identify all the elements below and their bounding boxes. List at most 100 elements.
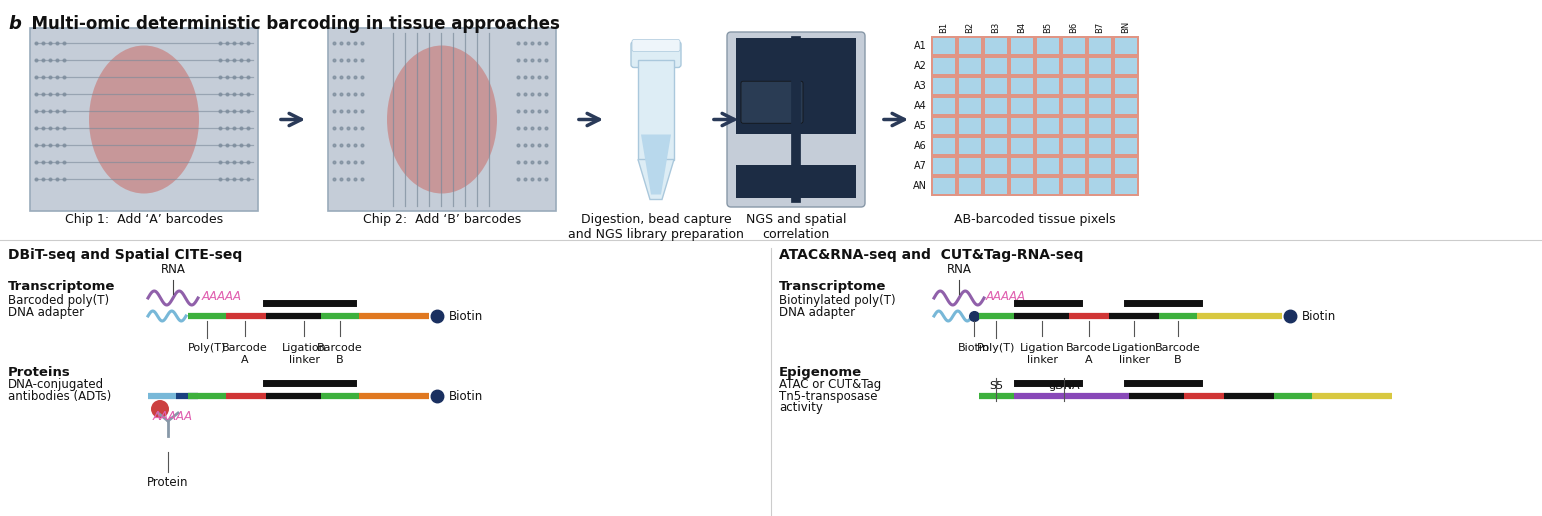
Text: Biotinylated poly(T): Biotinylated poly(T) [779,294,896,307]
Text: Transcriptome: Transcriptome [8,280,116,293]
Bar [1038,158,1059,174]
Bar [736,165,856,198]
Text: B7: B7 [1095,22,1104,33]
Text: B1: B1 [939,22,948,33]
Text: Ligation
linker: Ligation linker [1019,343,1064,365]
Bar [1012,78,1033,94]
Bar [959,58,981,74]
Text: Poly(T): Poly(T) [188,343,227,353]
Text: BN: BN [1121,21,1130,33]
Bar [1012,98,1033,114]
Bar [1115,98,1136,114]
Bar [1038,98,1059,114]
Bar [1089,78,1110,94]
Text: Biotin: Biotin [958,343,990,353]
Text: DNA adapter: DNA adapter [8,306,85,319]
Text: antibodies (ADTs): antibodies (ADTs) [8,390,111,403]
Bar [1089,118,1110,134]
Bar [959,178,981,194]
Bar [1089,98,1110,114]
Bar [1115,118,1136,134]
Text: Barcode
A: Barcode A [222,343,268,365]
Text: A7: A7 [914,161,927,171]
Bar [1089,178,1110,194]
FancyBboxPatch shape [726,32,865,207]
Text: Multi-omic deterministic barcoding in tissue approaches: Multi-omic deterministic barcoding in ti… [20,15,560,33]
Polygon shape [641,135,671,195]
Bar [985,78,1007,94]
Text: gDNA: gDNA [1049,381,1079,391]
Bar [933,58,954,74]
Bar [985,158,1007,174]
Bar [1012,158,1033,174]
Bar [985,178,1007,194]
Text: Barcode
B: Barcode B [318,343,362,365]
Text: B2: B2 [965,22,975,33]
Bar [1089,158,1110,174]
Text: Ligation
linker: Ligation linker [282,343,327,365]
Text: Biotin: Biotin [1301,310,1337,322]
Text: DNA adapter: DNA adapter [779,306,856,319]
Bar [1115,158,1136,174]
Text: AAAAA: AAAAA [202,289,242,302]
Bar [638,59,674,159]
Bar [1012,58,1033,74]
Text: Protein: Protein [146,476,188,489]
Text: A3: A3 [914,81,927,91]
Bar [985,98,1007,114]
Bar [1062,178,1086,194]
Text: A1: A1 [914,41,927,51]
Text: AB-barcoded tissue pixels: AB-barcoded tissue pixels [954,213,1116,226]
Bar [933,178,954,194]
Bar [933,38,954,54]
Text: Digestion, bead capture
and NGS library preparation: Digestion, bead capture and NGS library … [567,213,743,241]
Bar [1038,58,1059,74]
Bar [931,36,1140,196]
Bar [933,138,954,154]
Text: B5: B5 [1044,22,1053,33]
Text: Barcode
B: Barcode B [1155,343,1201,365]
Bar [933,78,954,94]
Bar [933,98,954,114]
Bar [1038,118,1059,134]
Text: Poly(T): Poly(T) [976,343,1015,353]
Text: A2: A2 [914,61,927,71]
Bar [1062,58,1086,74]
Bar [959,38,981,54]
FancyBboxPatch shape [742,81,803,123]
Bar [1089,58,1110,74]
Ellipse shape [387,45,497,194]
Polygon shape [638,159,674,200]
Bar [1062,138,1086,154]
Bar [736,38,856,134]
Text: b: b [8,15,22,33]
Text: Biotin: Biotin [449,310,483,322]
Text: Transcriptome: Transcriptome [779,280,887,293]
Bar [1115,178,1136,194]
Bar [1038,138,1059,154]
Bar [1038,38,1059,54]
Bar [1089,38,1110,54]
Bar [985,38,1007,54]
Text: B3: B3 [992,22,1001,33]
Bar [1115,78,1136,94]
Text: DNA-conjugated: DNA-conjugated [8,378,105,391]
Text: Tn5-transposase: Tn5-transposase [779,390,877,403]
Bar [959,118,981,134]
Bar [1062,98,1086,114]
Bar [1012,38,1033,54]
Bar [1012,118,1033,134]
Bar [933,118,954,134]
Bar [1038,178,1059,194]
Text: ATAC or CUT&Tag: ATAC or CUT&Tag [779,378,880,391]
Text: AN: AN [913,181,927,191]
Bar [959,138,981,154]
Text: A6: A6 [914,141,927,151]
Text: ATAC&RNA-seq and  CUT&Tag-RNA-seq: ATAC&RNA-seq and CUT&Tag-RNA-seq [779,248,1084,262]
Text: Biotin: Biotin [449,390,483,402]
Text: Chip 2:  Add ‘B’ barcodes: Chip 2: Add ‘B’ barcodes [362,213,521,226]
FancyBboxPatch shape [328,28,557,211]
Bar [985,58,1007,74]
Text: A4: A4 [914,101,927,111]
Text: DBiT-seq and Spatial CITE-seq: DBiT-seq and Spatial CITE-seq [8,248,242,262]
